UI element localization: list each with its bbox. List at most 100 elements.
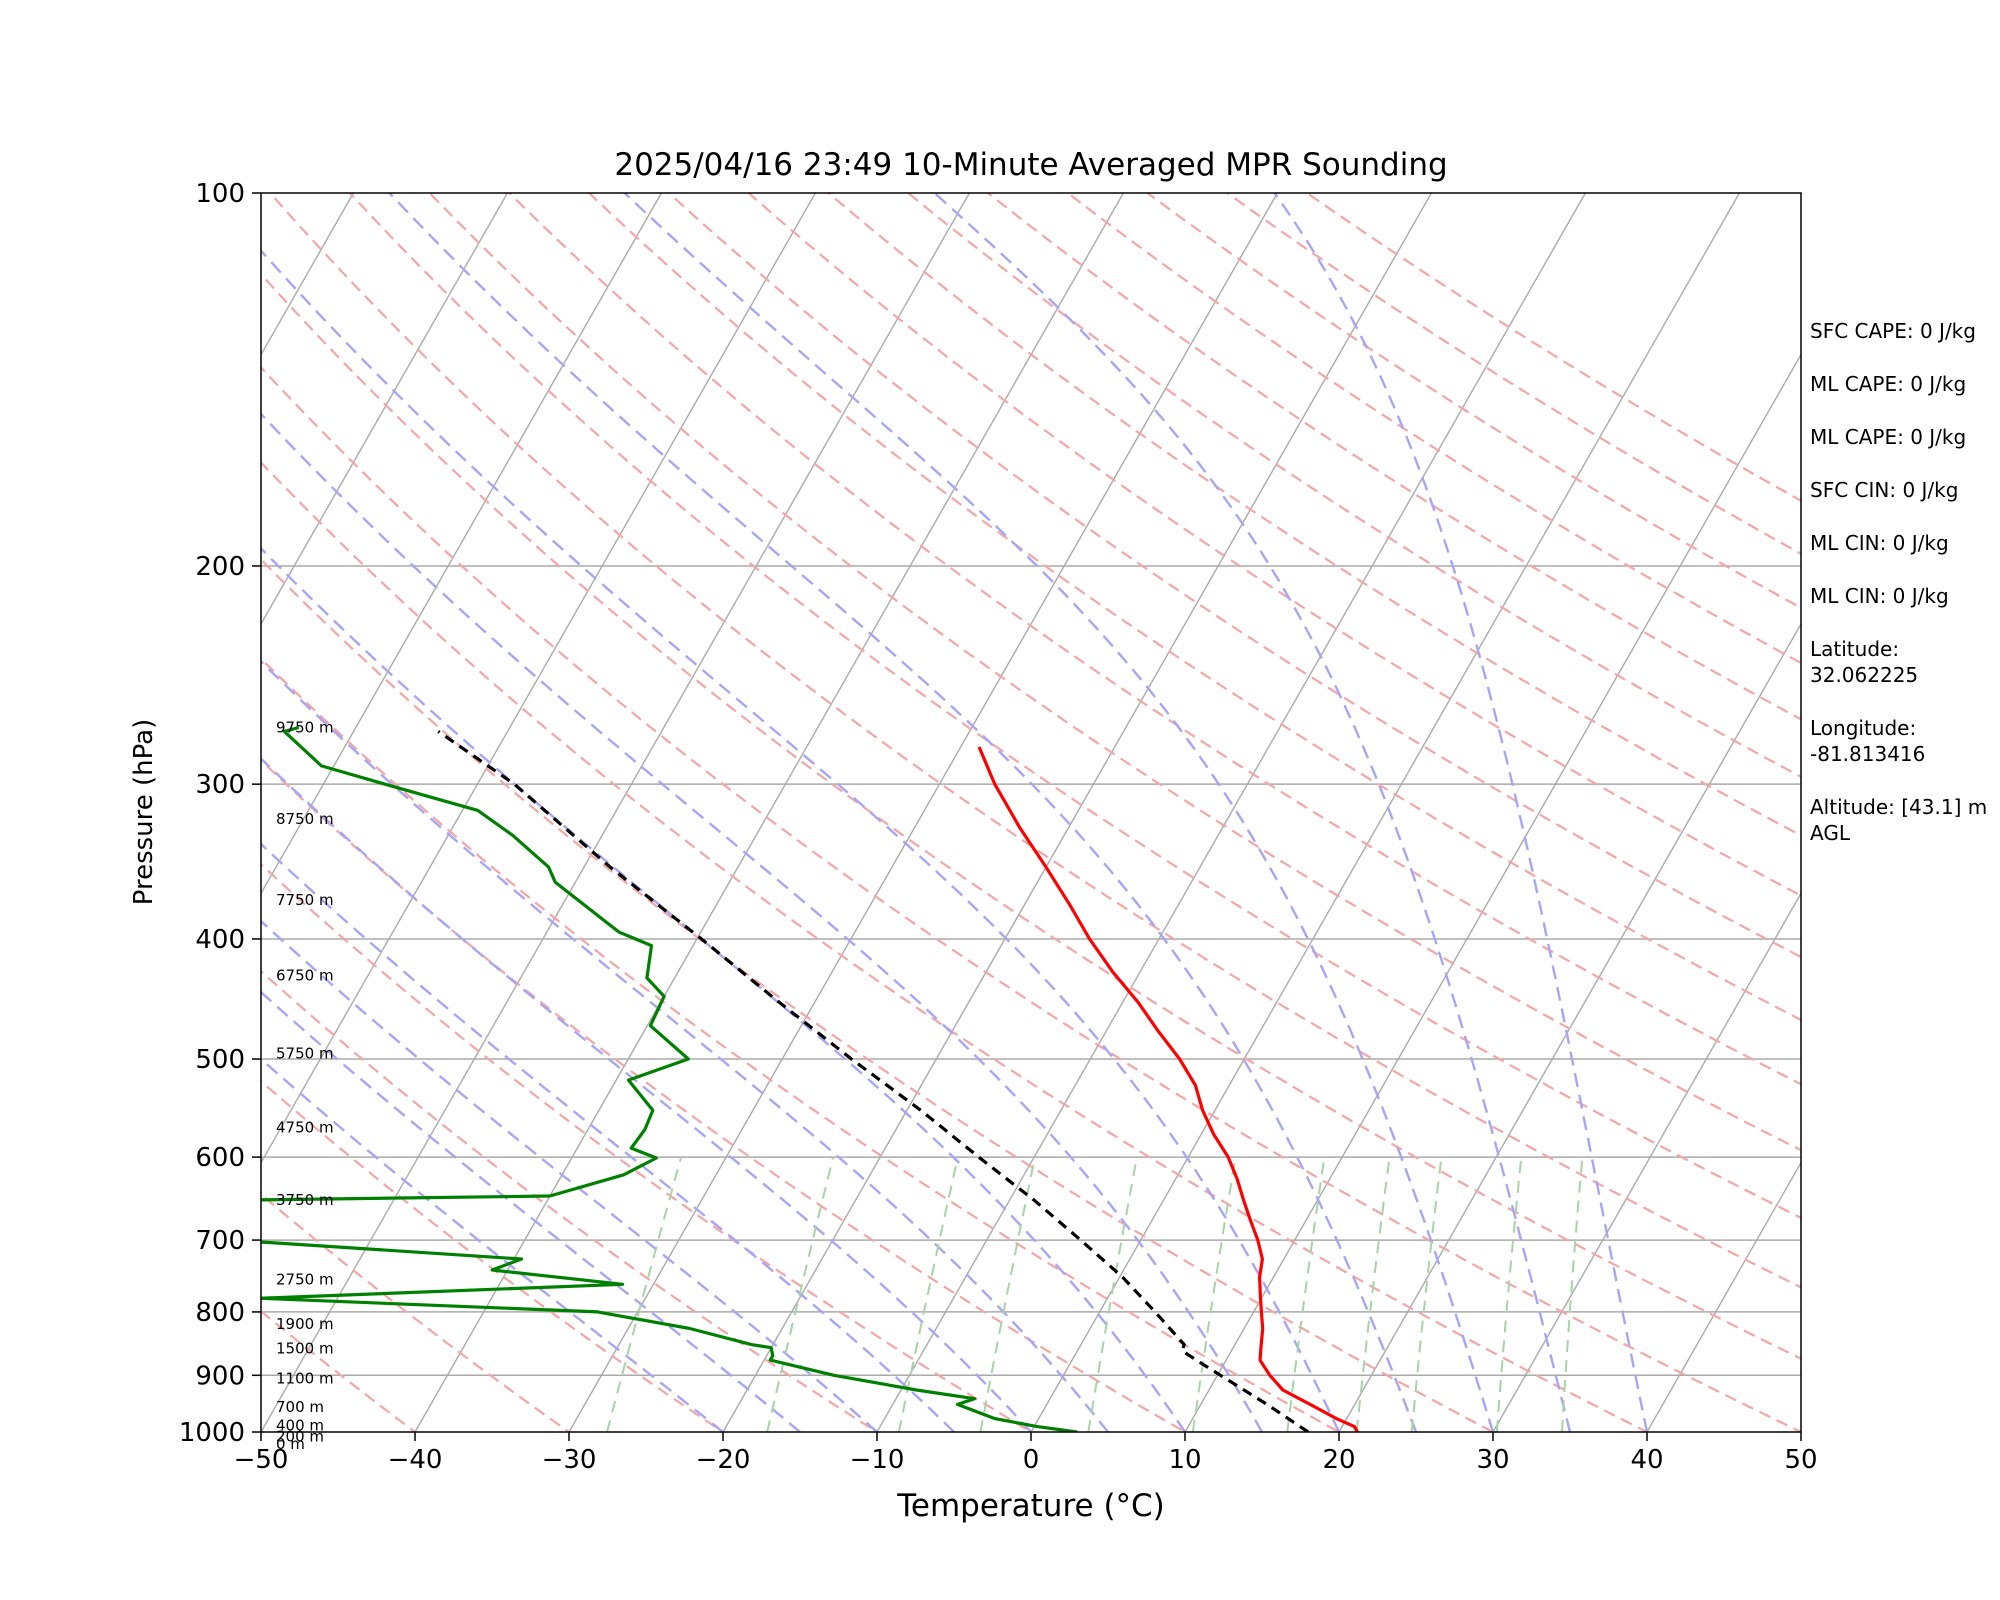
moist-adiabat [933, 193, 1572, 1432]
dry-adiabat [261, 862, 1034, 1432]
mixing-ratio-line [766, 1156, 835, 1432]
isotherm [1646, 1161, 1801, 1432]
moist-adiabat [261, 412, 1264, 1432]
moist-adiabat [1273, 193, 1649, 1432]
x-axis-label: Temperature (°C) [896, 1488, 1165, 1524]
chart-title: 2025/04/16 23:49 10-Minute Averaged MPR … [614, 147, 1447, 183]
temperature-line [977, 746, 1359, 1432]
dry-adiabat [261, 365, 1801, 1432]
isotherm [568, 193, 1279, 1432]
moist-adiabat [261, 546, 1186, 1432]
y-axis: 100 200 300 400 500 600 700 800 900 1000 [179, 179, 261, 1448]
dry-adiabat [261, 1192, 571, 1432]
y-tick-label: 700 [195, 1226, 245, 1256]
mixing-ratio-line [897, 1156, 959, 1432]
plot-frame [260, 192, 1802, 1433]
stat-item: ML CIN: 0 J/kg [1810, 584, 1949, 608]
dry-adiabat [268, 193, 1801, 1289]
height-label: 6750 m [276, 966, 334, 984]
moist-adiabat [261, 919, 878, 1432]
dry-adiabat [667, 193, 1801, 959]
y-tick-label: 200 [195, 552, 245, 582]
isotherm [0, 193, 199, 1432]
x-tick-label: −50 [234, 1445, 289, 1475]
y-tick-label: 900 [195, 1361, 245, 1391]
x-tick-label: 50 [1784, 1445, 1817, 1475]
y-tick-label: 800 [195, 1298, 245, 1328]
isotherm [876, 193, 1587, 1432]
mixing-ratio-line [1495, 1156, 1523, 1432]
isotherm [1184, 353, 1801, 1432]
x-tick-label: −20 [696, 1445, 751, 1475]
height-label: 700 m [276, 1398, 324, 1416]
moist-adiabat [261, 757, 1032, 1432]
x-tick-label: 20 [1322, 1445, 1355, 1475]
height-label: 9750 m [276, 718, 334, 736]
mixing-ratio-line [1561, 1157, 1584, 1432]
moist-adiabat [623, 193, 1495, 1432]
dry-adiabat [906, 193, 1801, 779]
x-tick-label: −30 [542, 1445, 597, 1475]
height-label: 5750 m [276, 1045, 334, 1063]
height-label: 7750 m [276, 891, 334, 909]
x-tick-label: −40 [388, 1445, 443, 1475]
dry-adiabat [747, 193, 1801, 897]
moist-adiabat [261, 659, 1109, 1432]
mixing-ratio-line [1286, 1156, 1326, 1432]
grid-lines [0, 193, 1801, 1432]
x-tick-label: 10 [1168, 1445, 1201, 1475]
stat-item: Altitude: [43.1] m AGL [1810, 795, 1988, 845]
height-label: 1900 m [276, 1315, 334, 1333]
x-tick-label: 0 [1023, 1445, 1040, 1475]
data-series [261, 725, 1359, 1432]
height-label: 8750 m [276, 810, 334, 828]
isotherm [414, 193, 1125, 1432]
isotherm [261, 193, 971, 1432]
height-label: 1500 m [276, 1339, 334, 1357]
mixing-ratio-line [606, 1156, 683, 1432]
y-tick-label: 300 [195, 770, 245, 800]
mixing-ratio-line [1355, 1156, 1391, 1432]
y-tick-label: 500 [195, 1045, 245, 1075]
moist-adiabat [261, 990, 801, 1432]
isotherm [261, 193, 817, 1165]
stat-item: Longitude: -81.813416 [1810, 716, 1926, 766]
stat-item: ML CAPE: 0 J/kg [1810, 425, 1967, 449]
y-tick-label: 100 [195, 179, 245, 209]
height-label: 200 m [276, 1427, 324, 1445]
dry-adiabat [261, 1079, 725, 1432]
dry-adiabat [261, 558, 1496, 1432]
isotherm [261, 193, 663, 895]
height-label: 2750 m [276, 1270, 334, 1288]
isotherm [261, 193, 509, 626]
x-tick-label: 30 [1476, 1445, 1509, 1475]
isotherm [1030, 193, 1741, 1432]
stat-item: ML CAPE: 0 J/kg [1810, 372, 1967, 396]
x-tick-label: −10 [850, 1445, 905, 1475]
isotherm [1338, 622, 1801, 1432]
y-tick-label: 1000 [179, 1418, 245, 1448]
dry-adiabat [261, 758, 1188, 1432]
height-labels: 9750 m 8750 m 7750 m 6750 m 5750 m 4750 m 3750… [276, 718, 334, 1453]
isotherm [1492, 891, 1801, 1432]
y-axis-label: Pressure (hPa) [129, 719, 159, 906]
x-axis: −50 −40 −30 −20 −10 0 10 20 30 40 50 [234, 1432, 1818, 1475]
height-label: 4750 m [276, 1119, 334, 1137]
height-label: 1100 m [276, 1369, 334, 1387]
isotherm [0, 193, 45, 1432]
moist-adiabat [261, 1057, 724, 1432]
stat-item: Latitude: 32.062225 [1810, 637, 1919, 687]
height-label: 0 m [276, 1435, 305, 1453]
isotherm [722, 193, 1433, 1432]
dry-adiabat [261, 461, 1650, 1432]
stat-item: ML CIN: 0 J/kg [1810, 531, 1949, 555]
mixing-ratio-line [1191, 1156, 1237, 1432]
y-tick-label: 600 [195, 1143, 245, 1173]
moist-adiabat [261, 248, 1341, 1432]
height-label: 3750 m [276, 1191, 334, 1209]
parcel-path-line [437, 730, 1310, 1432]
height-label: 400 m [276, 1417, 324, 1435]
dry-adiabat [261, 657, 1342, 1432]
moist-adiabat [388, 193, 1418, 1432]
dry-adiabat [428, 193, 1801, 1152]
